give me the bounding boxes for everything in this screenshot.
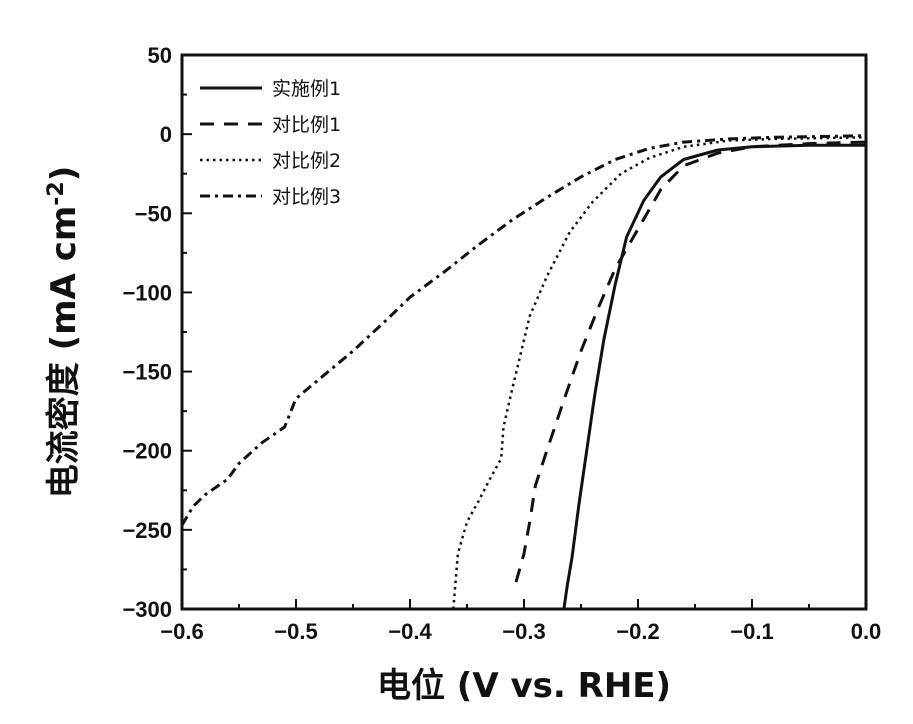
ticks-layer: −0.6 −0.5 −0.4 −0.3 −0.2 −0.1 0.0 50 0 −50 −100 −15…	[122, 43, 881, 644]
legend-label-4: 对比例3	[272, 186, 341, 208]
y-tick-label: 0	[160, 122, 172, 147]
y-axis-title-superscript: -2	[44, 181, 69, 205]
y-axis-title: 电流密度 (mA cm-2)	[44, 166, 84, 499]
y-tick-label: −250	[122, 518, 172, 543]
x-tick-label: −0.6	[160, 619, 203, 644]
legend: 实施例1 对比例1 对比例2 对比例3	[200, 78, 341, 208]
y-tick-label: −150	[122, 360, 172, 385]
y-tick-label: −100	[122, 280, 172, 305]
legend-label-2: 对比例1	[272, 114, 341, 136]
x-tick-label: −0.4	[388, 619, 432, 644]
x-axis-title: 电位 (V vs. RHE)	[377, 666, 671, 706]
x-tick-label: −0.1	[730, 619, 773, 644]
x-tick-label: 0.0	[851, 619, 882, 644]
y-tick-label: −50	[135, 201, 172, 226]
y-axis-title-main: 电流密度 (mA cm	[44, 206, 84, 499]
legend-label-3: 对比例2	[272, 150, 341, 172]
y-tick-label: −200	[122, 439, 172, 464]
y-axis-title-close: )	[44, 166, 84, 182]
x-tick-label: −0.3	[502, 619, 545, 644]
series-line-2	[516, 142, 866, 582]
y-tick-label: 50	[148, 43, 172, 68]
x-tick-label: −0.5	[274, 619, 317, 644]
legend-label-1: 实施例1	[272, 78, 341, 100]
series-line-1	[564, 145, 866, 609]
series-line-3	[453, 137, 866, 609]
y-tick-label: −300	[122, 597, 172, 622]
x-tick-label: −0.2	[616, 619, 659, 644]
